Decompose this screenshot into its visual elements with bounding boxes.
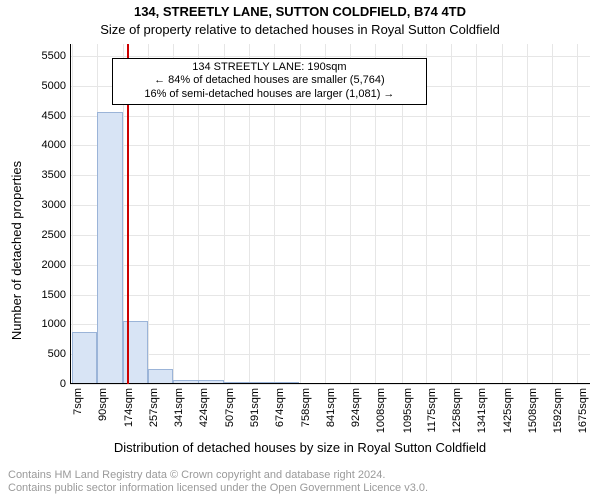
- y-tick-label: 4000: [42, 139, 66, 151]
- gridline-v: [527, 44, 528, 384]
- annotation-line: 16% of semi-detached houses are larger (…: [119, 88, 421, 102]
- annotation-box: 134 STREETLY LANE: 190sqm← 84% of detach…: [112, 58, 428, 105]
- y-tick-label: 5500: [42, 50, 66, 62]
- x-tick-label: 1592sqm: [552, 388, 564, 433]
- x-tick-label: 7sqm: [72, 388, 84, 415]
- gridline-h: [70, 324, 590, 325]
- x-tick-label: 1508sqm: [527, 388, 539, 433]
- x-tick-label: 1341sqm: [476, 388, 488, 433]
- plot-area: 7sqm90sqm174sqm257sqm341sqm424sqm507sqm5…: [70, 44, 590, 384]
- histogram-bar: [72, 332, 97, 384]
- x-tick-label: 1425sqm: [502, 388, 514, 433]
- gridline-h: [70, 354, 590, 355]
- annotation-line: 134 STREETLY LANE: 190sqm: [119, 61, 421, 75]
- chart-container: 134, STREETLY LANE, SUTTON COLDFIELD, B7…: [0, 0, 600, 500]
- histogram-bar: [97, 112, 122, 384]
- gridline-h: [70, 116, 590, 117]
- x-tick-label: 1008sqm: [375, 388, 387, 433]
- y-tick-label: 1500: [42, 289, 66, 301]
- histogram-bar: [148, 369, 173, 384]
- gridline-v: [577, 44, 578, 384]
- x-tick-label: 507sqm: [224, 388, 236, 427]
- x-tick-label: 924sqm: [350, 388, 362, 427]
- attribution-text: Contains HM Land Registry data © Crown c…: [8, 469, 428, 497]
- x-tick-label: 174sqm: [123, 388, 135, 427]
- x-tick-label: 841sqm: [325, 388, 337, 427]
- x-tick-label: 1258sqm: [451, 388, 463, 433]
- gridline-v: [502, 44, 503, 384]
- x-tick-label: 674sqm: [274, 388, 286, 427]
- x-tick-label: 257sqm: [148, 388, 160, 427]
- x-tick-label: 1175sqm: [426, 388, 438, 432]
- annotation-line: ← 84% of detached houses are smaller (5,…: [119, 74, 421, 88]
- y-tick-label: 0: [60, 378, 66, 390]
- y-axis-line: [70, 44, 71, 384]
- gridline-h: [70, 384, 590, 385]
- page-title: 134, STREETLY LANE, SUTTON COLDFIELD, B7…: [0, 4, 600, 19]
- x-tick-label: 424sqm: [198, 388, 210, 427]
- y-tick-label: 3500: [42, 169, 66, 181]
- x-tick-label: 591sqm: [249, 388, 261, 427]
- x-axis-line: [70, 383, 590, 384]
- y-axis-label: Number of detached properties: [10, 0, 24, 500]
- x-tick-label: 1095sqm: [402, 388, 414, 433]
- page-subtitle: Size of property relative to detached ho…: [0, 22, 600, 37]
- y-tick-label: 4500: [42, 110, 66, 122]
- gridline-v: [552, 44, 553, 384]
- gridline-h: [70, 145, 590, 146]
- x-tick-label: 758sqm: [300, 388, 312, 427]
- gridline-v: [476, 44, 477, 384]
- gridline-h: [70, 265, 590, 266]
- x-tick-label: 341sqm: [173, 388, 185, 427]
- y-tick-label: 1000: [42, 318, 66, 330]
- y-tick-label: 5000: [42, 80, 66, 92]
- y-tick-label: 2500: [42, 229, 66, 241]
- x-tick-label: 1675sqm: [577, 388, 589, 433]
- gridline-h: [70, 235, 590, 236]
- gridline-h: [70, 175, 590, 176]
- y-tick-label: 500: [48, 348, 66, 360]
- y-tick-label: 2000: [42, 259, 66, 271]
- y-tick-label: 3000: [42, 199, 66, 211]
- x-axis-label: Distribution of detached houses by size …: [0, 440, 600, 455]
- gridline-h: [70, 205, 590, 206]
- gridline-h: [70, 295, 590, 296]
- gridline-v: [451, 44, 452, 384]
- x-tick-label: 90sqm: [97, 388, 109, 421]
